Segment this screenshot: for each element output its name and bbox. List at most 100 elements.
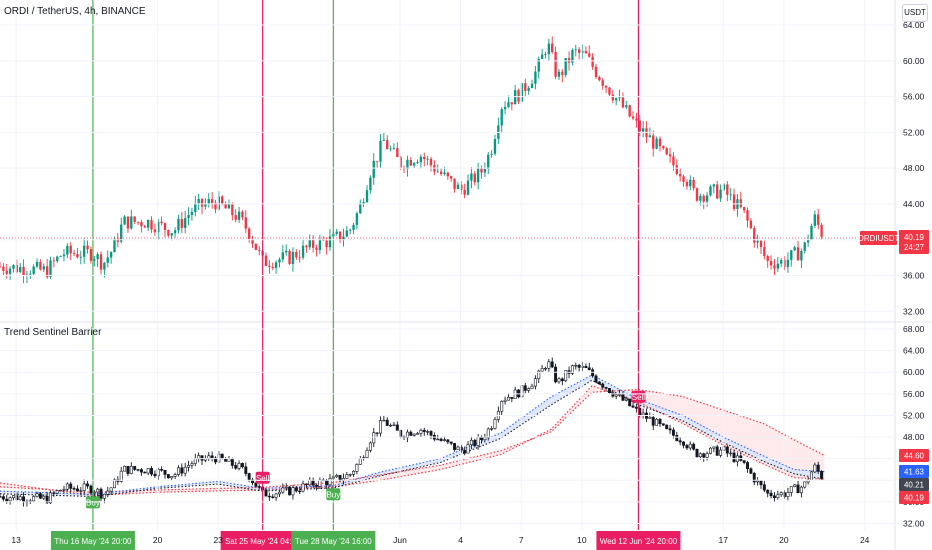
price-candle-body bbox=[150, 220, 153, 230]
price-candle-body bbox=[591, 56, 594, 67]
price-candle-body bbox=[59, 256, 62, 257]
price-candle-body bbox=[247, 228, 251, 239]
indicator-candle-body bbox=[729, 452, 733, 455]
indicator-candle-body bbox=[752, 473, 756, 483]
indicator-candle-body bbox=[776, 494, 780, 499]
y-axis[interactable]: 64.0060.0056.0052.0048.0044.0040.0036.00… bbox=[0, 20, 925, 529]
indicator-candle-body bbox=[692, 443, 696, 450]
price-candle-body bbox=[86, 245, 89, 250]
indicator-candle-body bbox=[715, 446, 719, 456]
date-marker-label-bg bbox=[220, 531, 305, 550]
indicator-candle-body bbox=[35, 493, 39, 497]
price-candle-body bbox=[604, 85, 608, 88]
price-candle-body bbox=[796, 247, 800, 261]
y-tick-lower: 32.00 bbox=[903, 519, 925, 529]
price-candle-body bbox=[187, 215, 190, 219]
indicator-candle-body bbox=[621, 394, 625, 401]
price-candle-body bbox=[517, 90, 520, 102]
price-candle-body bbox=[473, 173, 476, 183]
price-candle-body bbox=[318, 239, 322, 250]
price-candle-body bbox=[72, 253, 76, 254]
price-candle-body bbox=[258, 249, 261, 251]
price-candle-body bbox=[749, 220, 753, 229]
date-marker-label-bg bbox=[596, 531, 681, 550]
indicator-candle-body bbox=[688, 443, 692, 449]
indicator-candle-body bbox=[658, 418, 662, 425]
indicator-candle-body bbox=[136, 469, 140, 471]
price-candle-body bbox=[638, 120, 641, 132]
price-candle-body bbox=[530, 83, 534, 89]
price-candle-body bbox=[103, 262, 106, 270]
price-candle-body bbox=[372, 160, 375, 178]
indicator-candle-body bbox=[695, 448, 699, 458]
indicator-candle-body bbox=[449, 441, 453, 444]
price-candle-body bbox=[83, 245, 86, 257]
indicator-candle-body bbox=[607, 388, 611, 393]
band-mid-upper-line bbox=[0, 374, 825, 495]
indicator-candle-body bbox=[65, 483, 69, 490]
indicator-candle-body bbox=[705, 453, 709, 458]
price-candle-body bbox=[342, 236, 345, 241]
indicator-candle-body bbox=[197, 455, 201, 459]
indicator-candle-body bbox=[628, 398, 632, 407]
indicator-candle-body bbox=[756, 480, 760, 483]
signal-badge-label: Sell bbox=[632, 393, 646, 402]
chart-title[interactable]: ORDI / TetherUS, 4h, BINANCE bbox=[4, 6, 146, 17]
price-candle-body bbox=[726, 184, 729, 195]
price-candle-body bbox=[769, 261, 773, 266]
price-candle-body bbox=[143, 226, 146, 228]
price-candle-body bbox=[685, 181, 689, 187]
price-candle-body bbox=[295, 251, 298, 258]
price-candle-body bbox=[426, 158, 429, 160]
price-candle-body bbox=[335, 231, 338, 234]
indicator-candle-body bbox=[584, 366, 588, 369]
price-candle-body bbox=[241, 211, 244, 218]
price-candle-body bbox=[483, 168, 487, 173]
indicator-candle-body bbox=[11, 495, 15, 499]
price-candle-body bbox=[25, 274, 29, 276]
indicator-candle-body bbox=[651, 417, 655, 426]
price-candle-body bbox=[453, 178, 456, 189]
price-candle-body bbox=[328, 236, 332, 248]
indicator-candle-body bbox=[813, 464, 817, 473]
indicator-candle-body bbox=[591, 369, 595, 377]
indicator-candle-body bbox=[335, 475, 339, 478]
indicator-candle-body bbox=[0, 496, 2, 498]
indicator-candle-body bbox=[190, 463, 194, 466]
indicator-candle-body bbox=[682, 441, 686, 446]
price-candle-body bbox=[658, 138, 662, 147]
price-candle-body bbox=[466, 180, 470, 195]
price-candle-body bbox=[786, 259, 790, 267]
price-candle-body bbox=[163, 223, 167, 231]
price-candle-body bbox=[184, 218, 187, 228]
indicator-candle-body bbox=[79, 490, 83, 492]
indicator-candle-body bbox=[301, 483, 305, 492]
price-candle-body bbox=[790, 250, 793, 260]
indicator-candle-body bbox=[762, 484, 766, 491]
x-axis[interactable]: 13 20 23 Jun 4 7 10 17 20 24 bbox=[11, 0, 870, 545]
indicator-candle-body bbox=[153, 473, 157, 477]
indicator-name[interactable]: Trend Sentinel Barrier bbox=[4, 327, 102, 338]
indicator-value-tag: 44.60 bbox=[904, 451, 925, 460]
indicator-candle-body bbox=[133, 465, 137, 470]
price-candle-body bbox=[487, 154, 490, 169]
indicator-candle-body bbox=[550, 361, 554, 368]
price-candle-body bbox=[22, 266, 25, 276]
price-candle-body bbox=[540, 54, 544, 59]
indicator-candle-body bbox=[779, 492, 783, 496]
indicator-candle-body bbox=[267, 495, 271, 498]
price-candle-body bbox=[76, 253, 79, 258]
indicator-candle-body bbox=[466, 444, 470, 454]
currency-button[interactable]: USDT bbox=[902, 4, 928, 22]
indicator-candle-body bbox=[577, 365, 581, 368]
x-tick: 20 bbox=[779, 535, 789, 545]
price-candle-body bbox=[146, 220, 150, 228]
indicator-candle-body bbox=[86, 483, 90, 487]
indicator-candle-body bbox=[166, 474, 170, 479]
buy-badge bbox=[326, 488, 341, 501]
last-price-tag-bg bbox=[899, 230, 929, 255]
price-candle-body bbox=[2, 266, 5, 271]
indicator-candle-body bbox=[796, 484, 800, 494]
price-candle-body bbox=[803, 242, 806, 251]
